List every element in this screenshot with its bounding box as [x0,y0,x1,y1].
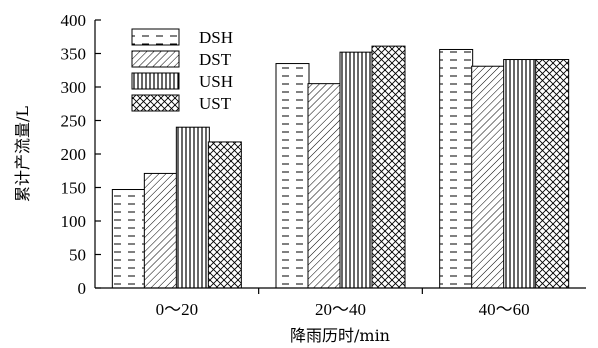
legend-swatch-ust [131,94,180,112]
y-tick-label: 250 [61,112,87,131]
legend-swatch-ush [131,72,180,90]
legend-label-ush: USH [199,72,233,91]
x-ticks-group: 0～20 20～40 40～60 [156,288,530,319]
y-tick-label: 300 [61,78,87,97]
y-tick-label: 100 [61,212,87,231]
bar-ush-0 [175,126,210,289]
y-tick-label: 0 [78,279,87,298]
y-tick-label: 350 [61,45,87,64]
x-tick-label: 0～20 [156,300,199,319]
bar-dsh-1 [275,63,310,289]
legend: DSH DST USH UST [131,28,233,113]
legend-swatch-dst [131,50,180,68]
bar-dst-1 [307,83,342,289]
legend-label-dsh: DSH [199,28,233,47]
y-tick-label: 200 [61,145,87,164]
x-tick-label: 40～60 [479,300,530,319]
bar-ust-2 [535,59,570,289]
bar-ust-1 [371,45,406,289]
bar-dst-2 [471,65,506,289]
x-tick-label: 20～40 [315,300,366,319]
legend-label-ust: UST [199,94,232,113]
y-ticks-group: 0 50 100 150 200 250 300 350 400 [61,11,101,298]
legend-label-dst: DST [199,50,232,69]
y-tick-label: 150 [61,179,87,198]
y-tick-label: 50 [69,246,86,265]
y-axis-title: 累计产流量/L [13,106,32,202]
bar-ust-0 [207,141,242,289]
bar-dsh-0 [111,189,146,289]
bar-dst-0 [143,172,178,289]
y-tick-label: 400 [61,11,87,30]
bars-group [111,45,570,289]
x-axis-title: 降雨历时/min [290,326,390,345]
legend-swatch-dsh [131,28,180,46]
bar-dsh-2 [439,48,474,289]
bar-ush-2 [503,59,538,289]
bar-ush-1 [339,51,374,289]
